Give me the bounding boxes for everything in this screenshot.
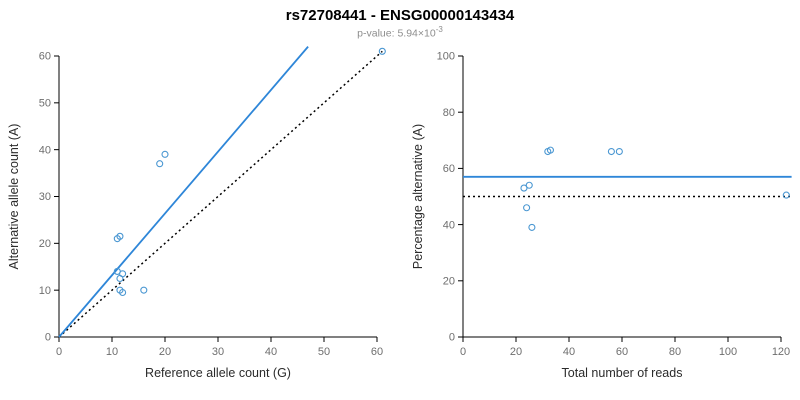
x-tick-label: 0 [56,346,62,358]
fit-line [58,45,309,338]
y-tick-label: 10 [39,284,51,296]
x-tick-label: 50 [318,346,330,358]
data-point [607,147,615,155]
x-axis-label: Reference allele count (G) [145,366,291,380]
data-point [520,184,528,192]
y-tick-label: 40 [39,144,51,156]
y-tick-label: 0 [45,331,51,343]
x-tick-label: 40 [265,346,277,358]
x-tick-label: 30 [212,346,224,358]
pvalue-text: p-value: 5.94×10 [357,27,436,40]
data-point [615,147,623,155]
data-point [782,191,790,199]
x-axis-label: Total number of reads [562,366,683,380]
x-tick-label: 20 [510,346,522,358]
x-tick-label: 80 [669,346,681,358]
y-tick-label: 60 [443,163,455,175]
x-tick-label: 20 [159,346,171,358]
allele-count-scatter-plot: 0 10 20 30 40 50 60 0 10 20 30 40 50 60 Reference alle… [7,45,386,380]
data-point [525,181,533,189]
data-point [116,274,124,282]
x-tick-label: 60 [616,346,628,358]
x-tick-label: 40 [563,346,575,358]
y-tick-label: 60 [39,50,51,62]
y-tick-label: 40 [443,219,455,231]
y-tick-label: 50 [39,97,51,109]
x-tick-label: 120 [772,346,790,358]
data-point [140,286,148,294]
x-tick-label: 60 [371,346,383,358]
data-point [119,288,127,296]
x-tick-label: 100 [719,346,737,358]
y-tick-label: 80 [443,106,455,118]
charts-row: 0 10 20 30 40 50 60 0 10 20 30 40 50 60 Reference alle… [0,42,800,387]
y-tick-label: 20 [39,238,51,250]
y-tick-label: 20 [443,275,455,287]
percentage-vs-reads-scatter-plot: 0 20 40 60 80 100 120 0 20 40 60 80 100 Total number … [411,50,792,380]
data-point [156,159,164,167]
y-axis-label: Alternative allele count (A) [7,123,21,269]
data-point [161,150,169,158]
identity-line [58,50,383,338]
y-axis-label: Percentage alternative (A) [411,123,425,268]
data-point [116,232,124,240]
figure-title: rs72708441 - ENSG00000143434 [285,7,515,24]
y-tick-label: 100 [437,50,455,62]
x-tick-label: 0 [460,346,466,358]
y-tick-label: 30 [39,191,51,203]
data-point [546,146,554,154]
pvalue-exponent: -3 [435,25,443,34]
data-point [528,223,536,231]
data-point [378,47,386,55]
figure-subtitle: p-value: 5.94×10-3 [0,25,800,40]
data-point [523,203,531,211]
x-tick-label: 10 [106,346,118,358]
y-tick-label: 0 [449,331,455,343]
